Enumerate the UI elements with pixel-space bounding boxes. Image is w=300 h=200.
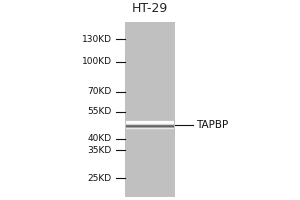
Text: 100KD: 100KD xyxy=(82,57,112,66)
Text: 40KD: 40KD xyxy=(88,134,112,143)
Text: 35KD: 35KD xyxy=(88,146,112,155)
Text: TAPBP: TAPBP xyxy=(196,120,228,130)
Text: 70KD: 70KD xyxy=(88,87,112,96)
Text: 55KD: 55KD xyxy=(88,107,112,116)
Bar xyxy=(125,22,175,197)
Text: HT-29: HT-29 xyxy=(132,2,168,15)
Text: 130KD: 130KD xyxy=(82,35,112,44)
Text: 25KD: 25KD xyxy=(88,174,112,183)
